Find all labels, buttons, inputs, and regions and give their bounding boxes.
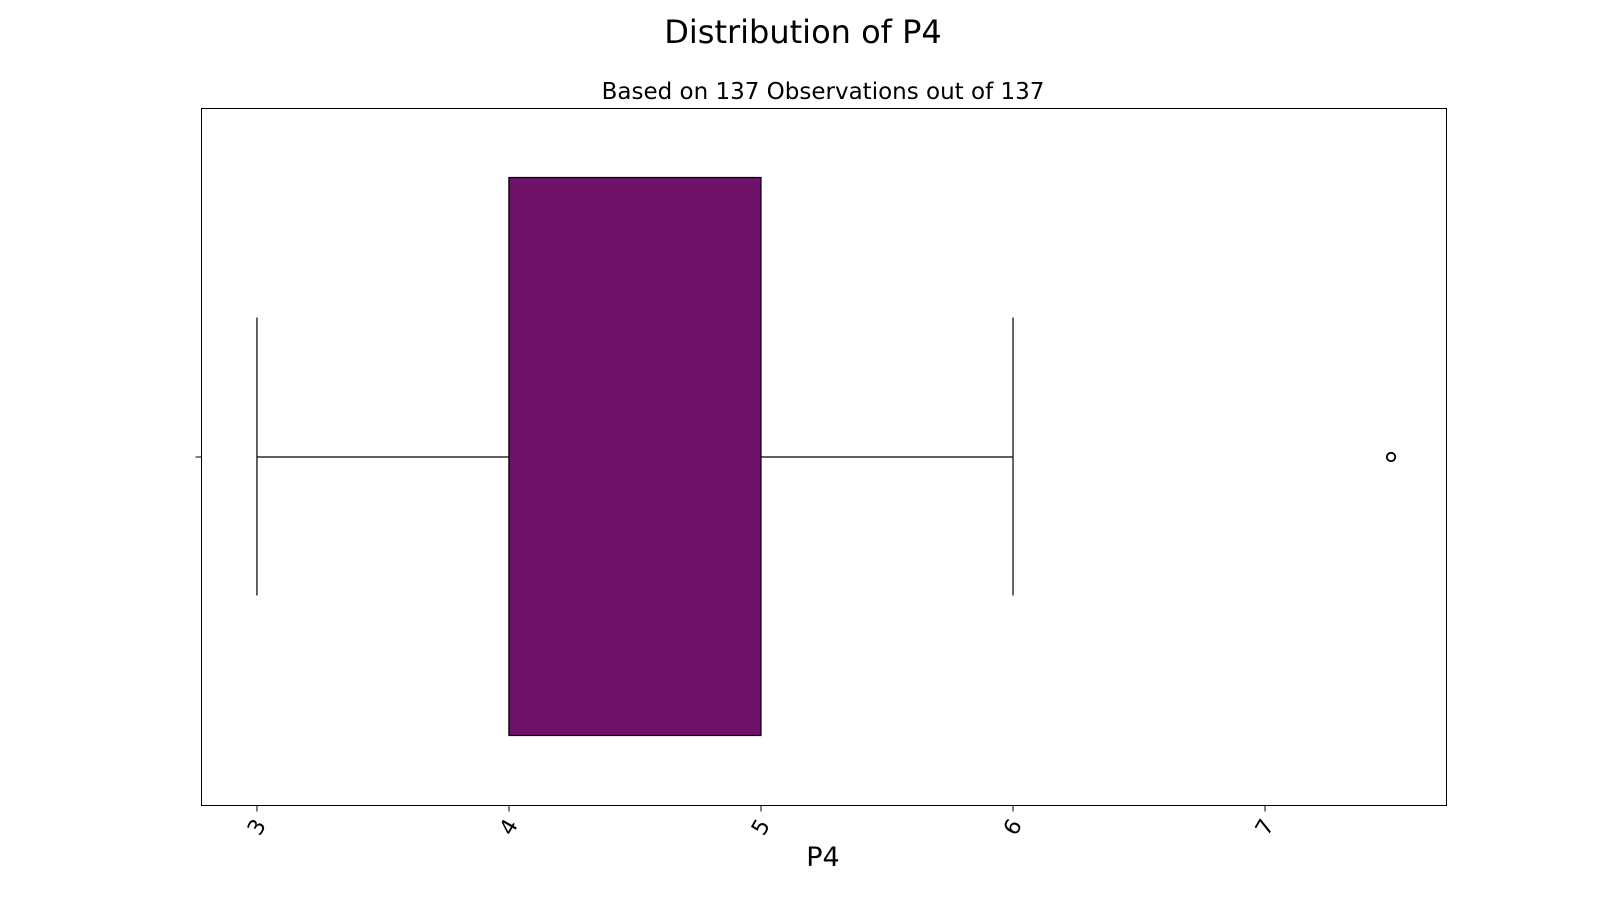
x-tick-label-3: 3 [243, 815, 272, 840]
outlier-point-0 [1385, 451, 1397, 463]
x-tick-label-4: 4 [495, 815, 524, 840]
chart-title: Distribution of P4 [664, 13, 942, 51]
box-iqr [508, 176, 762, 737]
chart-subtitle: Based on 137 Observations out of 137 [602, 79, 1045, 105]
x-tick-label-6: 6 [999, 815, 1028, 840]
chart-marks [256, 176, 1397, 737]
x-tick-label-7: 7 [1251, 815, 1280, 840]
x-axis-label: P4 [806, 842, 839, 873]
x-tick-label-5: 5 [747, 815, 776, 840]
